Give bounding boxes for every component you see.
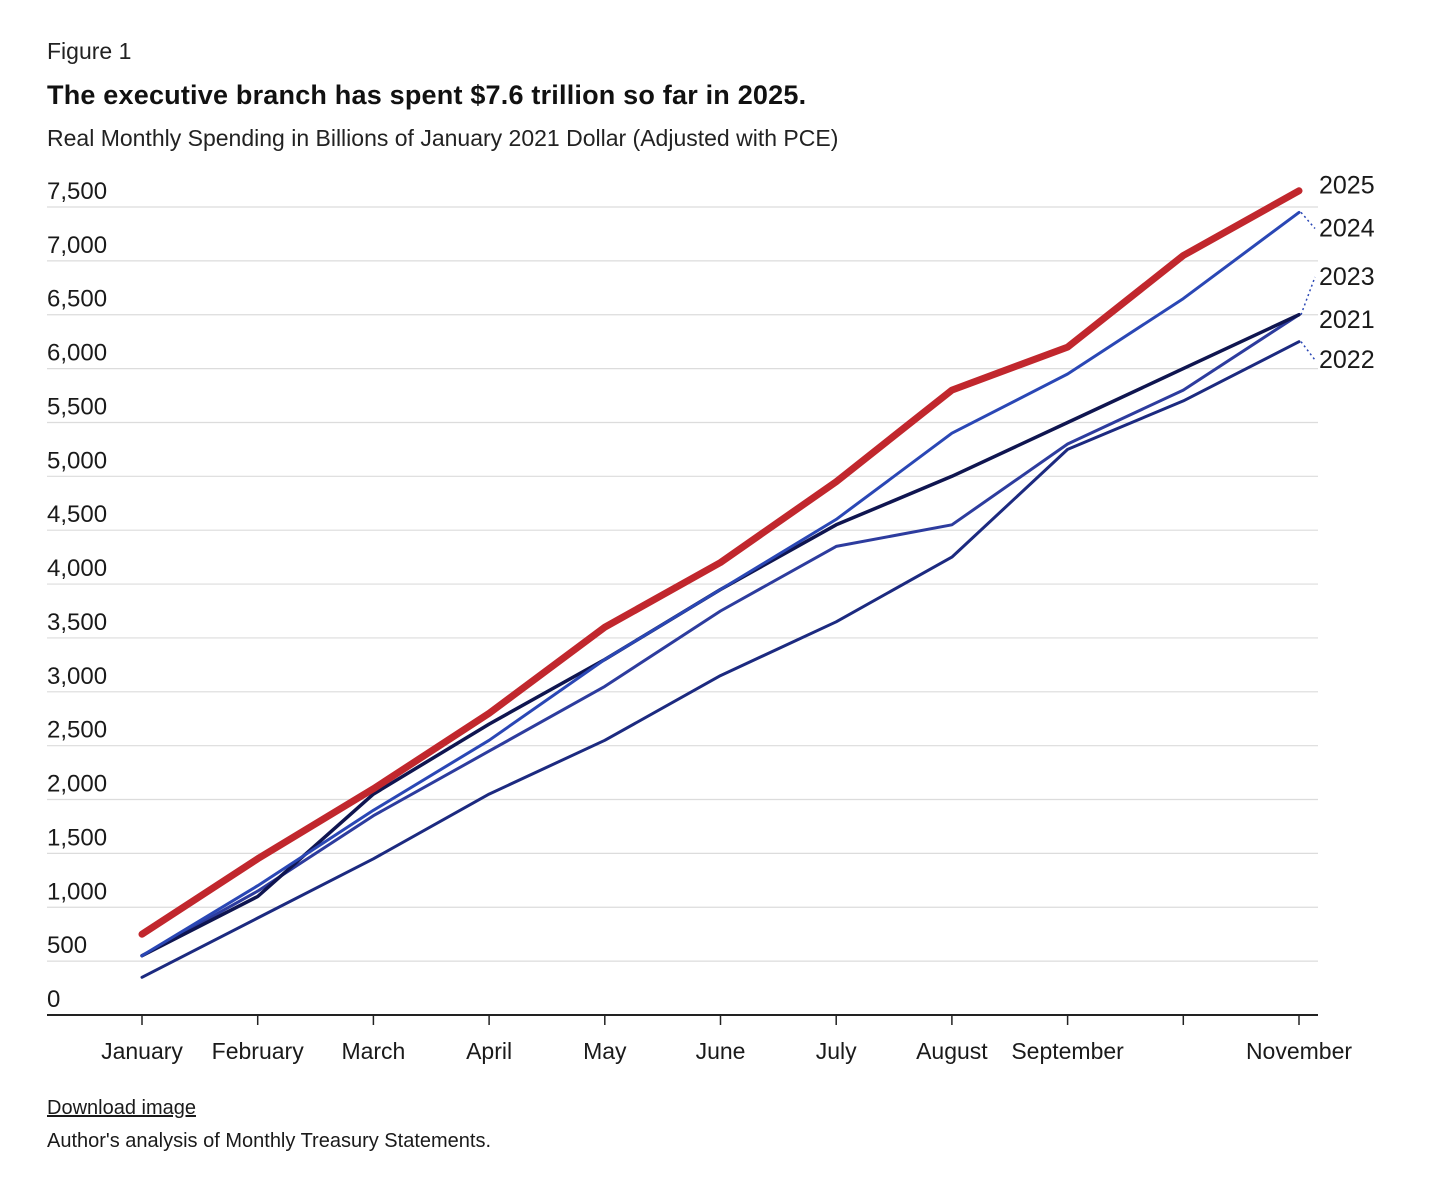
series-line-2022 <box>140 340 1301 979</box>
series-label-2024: 2024 <box>1319 215 1375 243</box>
x-tick-label: January <box>101 1038 183 1064</box>
label-connector <box>1300 341 1316 361</box>
y-tick-label: 2,500 <box>47 717 107 744</box>
series-lines <box>138 187 1303 979</box>
download-image-link[interactable]: Download image <box>47 1097 196 1119</box>
x-tick-label: August <box>916 1038 988 1064</box>
x-axis <box>47 1014 1318 1025</box>
chart-title: The executive branch has spent $7.6 tril… <box>47 80 807 110</box>
y-tick-label: 7,500 <box>47 178 107 205</box>
label-connector <box>1300 276 1316 315</box>
x-tick-label: February <box>212 1038 305 1064</box>
x-tick-label: May <box>583 1038 627 1064</box>
label-connector <box>1300 211 1316 230</box>
x-tick-label: September <box>1011 1038 1124 1064</box>
y-axis-tick-labels: 0 500 1,000 1,500 2,000 2,500 3,000 3,500 4,000 4… <box>47 178 107 1013</box>
series-line-2025 <box>138 187 1303 938</box>
y-tick-label: 0 <box>47 986 60 1013</box>
source-note: Author's analysis of Monthly Treasury St… <box>47 1130 492 1152</box>
series-label-2022: 2022 <box>1319 346 1375 374</box>
y-tick-label: 5,500 <box>47 393 107 420</box>
x-tick-label: November <box>1246 1038 1352 1064</box>
series-label-2023: 2023 <box>1319 263 1375 291</box>
series-line-2021 <box>140 312 1301 958</box>
series-label-2025: 2025 <box>1319 171 1375 199</box>
figure-label: Figure 1 <box>47 38 132 64</box>
y-tick-label: 6,000 <box>47 340 107 367</box>
x-tick-label: June <box>696 1038 746 1064</box>
y-tick-label: 4,500 <box>47 501 107 528</box>
chart-subtitle: Real Monthly Spending in Billions of Jan… <box>47 125 839 151</box>
x-tick-label: April <box>466 1038 512 1064</box>
x-axis-tick-labels: January February March April May June July Augu… <box>101 1038 1352 1064</box>
y-tick-label: 7,000 <box>47 232 107 259</box>
y-tick-label: 3,000 <box>47 663 107 690</box>
y-tick-label: 2,000 <box>47 771 107 798</box>
x-tick-label: March <box>341 1038 405 1064</box>
y-tick-label: 4,000 <box>47 555 107 582</box>
y-tick-label: 500 <box>47 932 87 959</box>
series-end-labels: 2025 2024 2023 2021 2022 <box>1300 171 1375 374</box>
y-tick-label: 1,500 <box>47 824 107 851</box>
series-label-2021: 2021 <box>1319 306 1375 334</box>
y-tick-label: 3,500 <box>47 609 107 636</box>
x-tick-label: July <box>816 1038 857 1064</box>
y-tick-label: 5,000 <box>47 447 107 474</box>
series-line-2024 <box>140 210 1301 958</box>
series-line-2023 <box>140 313 1301 958</box>
y-tick-label: 6,500 <box>47 286 107 313</box>
y-tick-label: 1,000 <box>47 878 107 905</box>
